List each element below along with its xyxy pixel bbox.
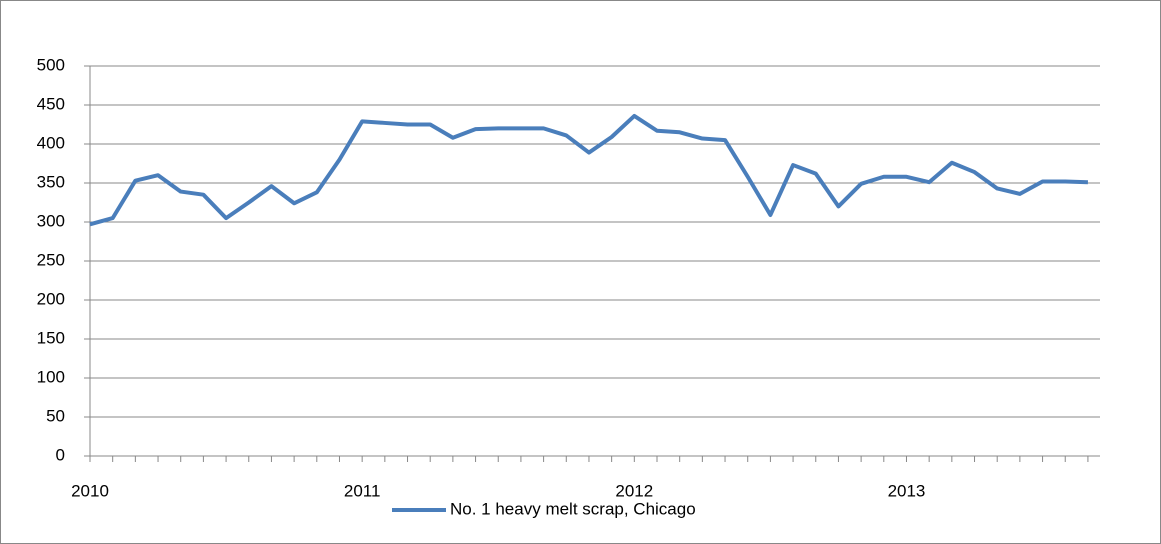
y-tick-label: 450 <box>37 94 65 113</box>
y-tick-label: 400 <box>37 133 65 152</box>
y-tick-label: 50 <box>46 406 65 425</box>
y-tick-label: 200 <box>37 289 65 308</box>
x-tick-label: 2010 <box>71 481 109 500</box>
x-tick-label: 2013 <box>888 481 926 500</box>
x-tick-label: 2012 <box>615 481 653 500</box>
y-tick-label: 100 <box>37 367 65 386</box>
y-tick-label: 0 <box>56 445 65 464</box>
data-line <box>89 113 1088 227</box>
y-tick-label: 350 <box>37 172 65 191</box>
y-tick-label: 150 <box>37 328 65 347</box>
y-tick-label: 300 <box>37 211 65 230</box>
y-tick-label: 250 <box>37 250 65 269</box>
y-tick-label: 500 <box>37 55 65 74</box>
x-tick-label: 2011 <box>344 481 381 500</box>
legend-label: No. 1 heavy melt scrap, Chicago <box>450 499 696 518</box>
